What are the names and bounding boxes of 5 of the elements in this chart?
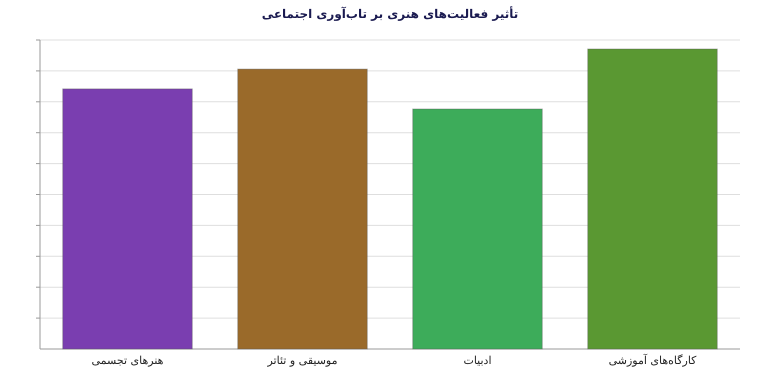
x-tick-label: هنرهای تجسمی [92, 354, 164, 367]
x-tick-label: ادبیات [463, 354, 492, 367]
x-tick-label: موسیقی و تئاتر [266, 354, 338, 367]
x-tick-label: کارگاه‌های آموزشی [608, 353, 698, 367]
chart-title: تأثیر فعالیت‌های هنری بر تاب‌آوری اجتماعی [262, 6, 518, 21]
